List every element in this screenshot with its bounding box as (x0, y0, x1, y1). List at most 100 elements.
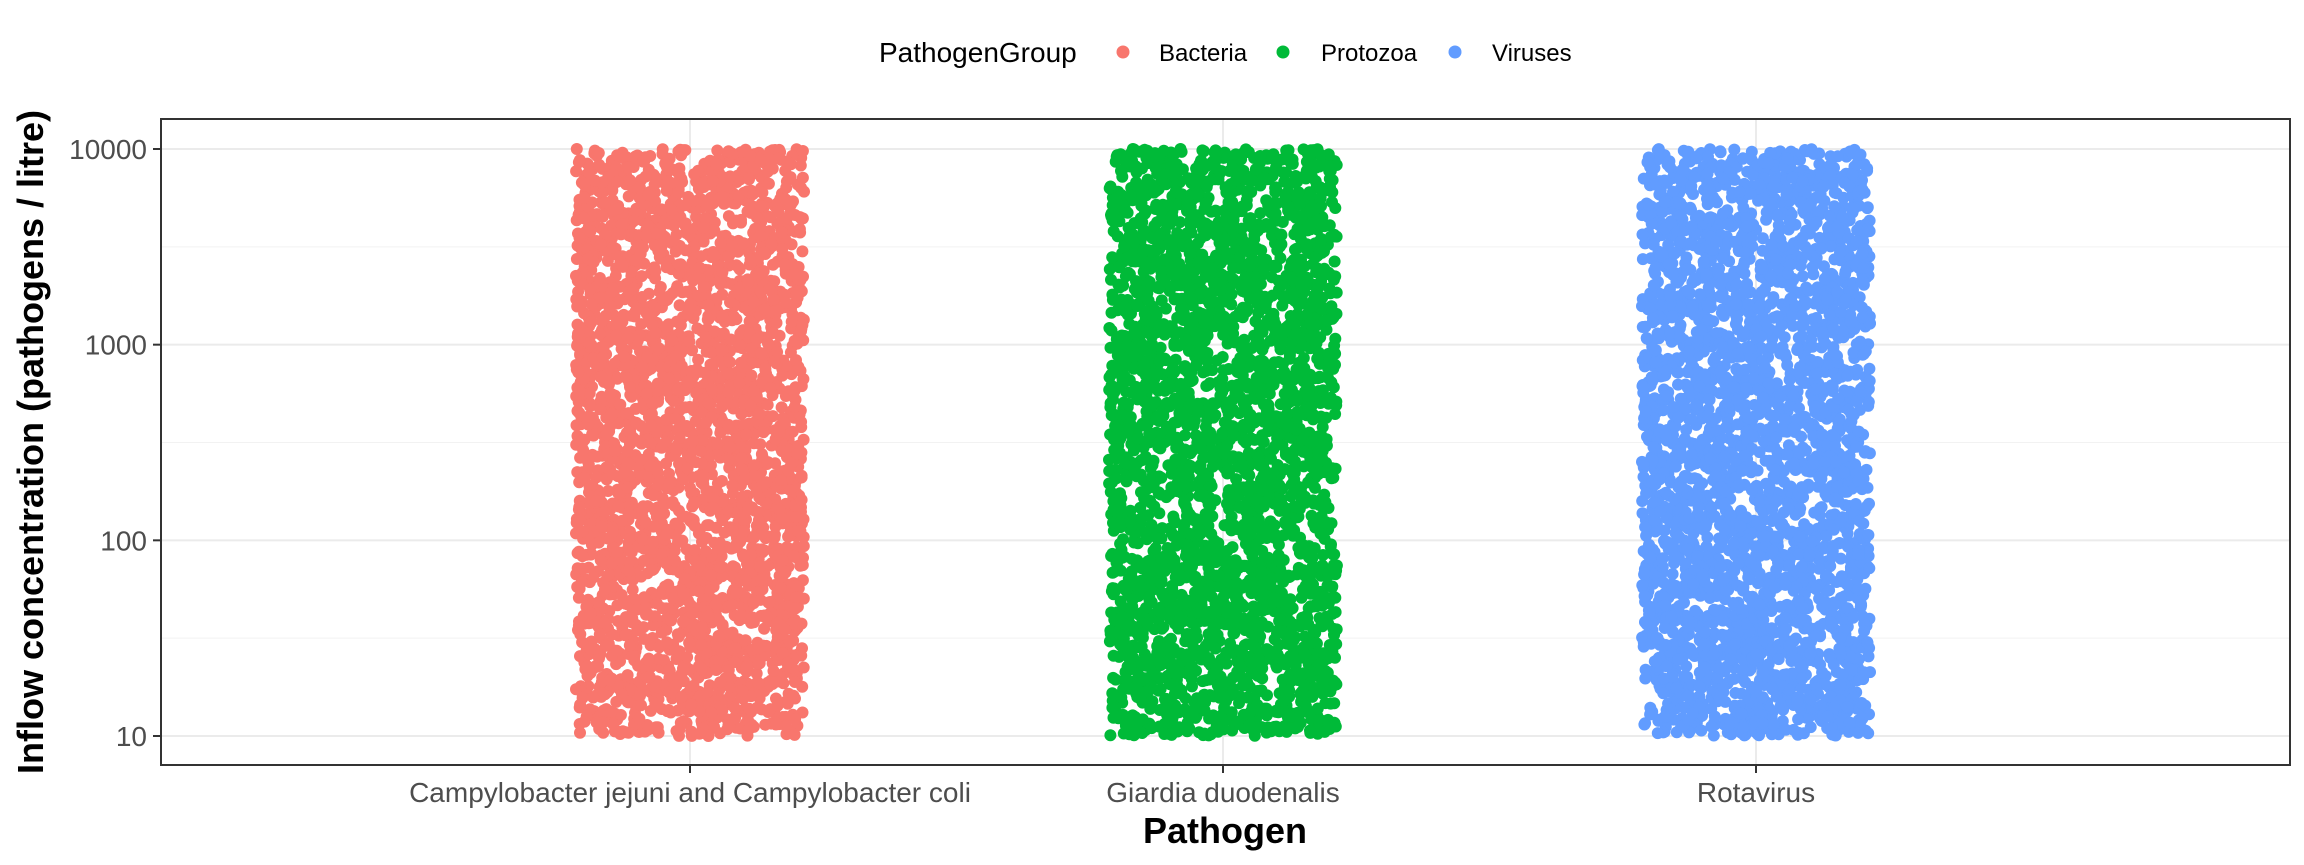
data-point (619, 726, 632, 739)
data-point (1147, 454, 1160, 467)
data-point (724, 441, 736, 454)
data-point (570, 683, 582, 696)
data-point (593, 628, 606, 641)
data-point (692, 353, 705, 366)
data-point (635, 270, 648, 283)
data-point (729, 656, 741, 668)
data-point (714, 561, 727, 574)
data-point (764, 382, 777, 395)
data-point (780, 720, 792, 733)
data-point (680, 285, 693, 298)
data-point (1196, 144, 1209, 157)
data-point (1190, 429, 1202, 442)
data-point (728, 702, 741, 715)
data-point (722, 250, 735, 263)
data-point (707, 501, 719, 514)
data-point (742, 503, 755, 516)
data-point (646, 535, 659, 548)
data-point (761, 165, 774, 178)
data-point (716, 704, 729, 717)
data-point (778, 258, 791, 271)
data-point (758, 303, 771, 316)
data-point (628, 214, 641, 227)
data-point (776, 445, 788, 458)
data-points (570, 143, 1876, 742)
data-point (659, 557, 672, 570)
data-point (797, 433, 810, 446)
data-point (792, 525, 804, 538)
data-point (622, 331, 635, 344)
data-point (747, 611, 759, 624)
data-point (636, 361, 649, 374)
data-point (667, 592, 680, 604)
data-point (606, 468, 619, 481)
data-point (759, 718, 772, 731)
data-point (776, 243, 789, 256)
data-point (611, 149, 624, 162)
data-point (621, 481, 634, 494)
data-point (583, 387, 596, 400)
data-point (695, 638, 708, 651)
data-point (651, 377, 664, 390)
data-point (1298, 362, 1311, 375)
data-point (711, 437, 723, 450)
data-point (750, 486, 763, 499)
data-point (594, 238, 607, 251)
data-point (716, 190, 728, 203)
data-point (788, 334, 801, 347)
data-point (737, 237, 750, 250)
data-point (754, 229, 767, 242)
data-point (659, 293, 672, 306)
data-point (776, 512, 788, 525)
data-point (606, 408, 618, 421)
data-point (737, 525, 750, 537)
data-point (610, 644, 623, 657)
data-point (571, 318, 584, 331)
data-point (634, 453, 647, 466)
data-point (611, 175, 624, 188)
data-point (637, 632, 650, 645)
data-point (594, 554, 607, 567)
data-point (744, 206, 757, 219)
data-point (594, 403, 607, 416)
data-point (754, 560, 766, 573)
data-point (670, 442, 683, 455)
data-point (700, 532, 713, 544)
data-point (627, 282, 640, 295)
data-point (757, 266, 769, 278)
data-point (755, 347, 768, 360)
data-point (679, 217, 692, 230)
data-point (770, 675, 783, 688)
data-point (1329, 270, 1342, 283)
data-point (1114, 537, 1127, 550)
data-point (1290, 260, 1303, 273)
data-point (791, 447, 803, 460)
legend-key-bacteria (1116, 45, 1130, 59)
data-point (669, 517, 682, 530)
data-point (1213, 616, 1226, 629)
data-point (584, 283, 597, 296)
data-point (617, 350, 630, 363)
data-point (638, 154, 651, 167)
data-point (592, 147, 605, 159)
data-point (689, 456, 702, 469)
data-point (629, 305, 642, 318)
data-point (708, 224, 721, 237)
data-point (757, 426, 770, 439)
data-point (790, 511, 802, 524)
data-point (618, 466, 631, 479)
data-point (624, 381, 636, 393)
data-point (795, 493, 808, 506)
data-point (1103, 182, 1116, 195)
data-point (779, 193, 792, 206)
data-point (597, 341, 610, 354)
data-point (592, 536, 605, 549)
data-point (687, 607, 699, 620)
data-point (667, 395, 680, 407)
data-point (663, 663, 676, 676)
data-point (570, 269, 582, 282)
data-point (747, 531, 760, 544)
data-point (735, 452, 748, 465)
data-point (1329, 202, 1342, 214)
legend-label-protozoa: Protozoa (1321, 40, 1418, 67)
